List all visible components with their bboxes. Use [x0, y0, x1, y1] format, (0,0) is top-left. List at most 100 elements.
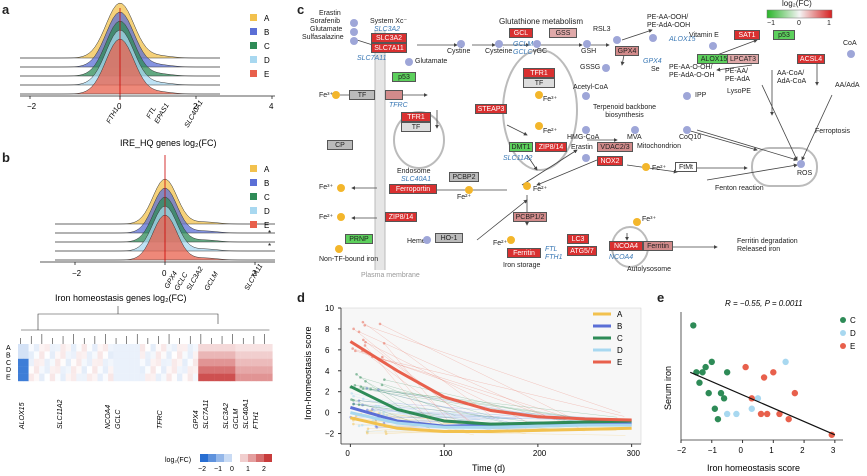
heatmap-cell — [118, 358, 125, 367]
metabolite-dot — [602, 64, 610, 72]
data-point — [384, 432, 388, 436]
heatmap-legend-swatch — [256, 454, 264, 462]
tick-label: 2 — [252, 269, 257, 278]
heatmap-cell — [39, 351, 45, 359]
scatter-point-C — [723, 369, 731, 376]
legend-label: C — [850, 316, 856, 325]
heatmap-cell — [155, 373, 162, 382]
iron-dot — [523, 182, 531, 190]
heatmap-cell — [97, 373, 103, 382]
heatmap-cell — [71, 344, 77, 352]
tick-label: 2 — [193, 102, 198, 111]
heatmap-cell — [76, 351, 82, 359]
heatmap-cell — [256, 373, 262, 382]
gene-box-ftmt: FtMt — [675, 162, 697, 172]
heatmap-cell — [171, 344, 178, 352]
heatmap-cell — [145, 351, 151, 359]
tick-label: 0 — [117, 102, 122, 111]
label-pe-aa-ooh: PE-AA-OOH/ PE-AdA-OOH — [647, 14, 691, 29]
legend-swatch — [250, 207, 257, 214]
individual-trace — [384, 379, 566, 422]
heatmap-cell — [245, 358, 252, 367]
data-point — [357, 424, 361, 428]
heatmap-gene-label: NCOA4 — [105, 405, 112, 429]
heatmap-cell — [134, 358, 141, 367]
label-ferroptosis: Ferroptosis — [815, 128, 851, 135]
heatmap-cell — [187, 344, 194, 352]
iron-dot — [332, 91, 340, 99]
tick-label: −2 — [27, 102, 37, 111]
heatmap-cell — [230, 358, 236, 367]
individual-trace — [352, 348, 579, 428]
heatmap-cell — [182, 358, 188, 367]
gene-slc3a2: SLC3A2 — [374, 26, 401, 33]
gene-alox15: ALOX15 — [669, 36, 696, 43]
individual-trace — [383, 414, 512, 419]
heatmap-cell — [118, 351, 125, 359]
tick-label: −2 — [677, 446, 687, 455]
gene-box-gpx4: GPX4 — [615, 46, 639, 56]
heatmap-cell — [155, 358, 162, 367]
data-point — [350, 392, 353, 395]
scatter-point-D — [748, 405, 755, 412]
gene-box-prnp: PRNP — [345, 234, 373, 244]
metabolite-dot — [683, 92, 691, 100]
legend-swatch — [250, 179, 257, 186]
heatmap-cell — [171, 373, 178, 382]
legend-swatch — [250, 165, 257, 172]
tick-label: 4 — [325, 367, 330, 376]
heatmap-cell — [18, 366, 24, 374]
heatmap-legend-swatch — [240, 454, 248, 462]
tick-label: 4 — [269, 102, 274, 111]
scatter-point-E — [763, 410, 771, 418]
heatmap-cell — [55, 344, 61, 352]
heatmap-cell — [129, 351, 135, 359]
box-cp: CP — [327, 140, 353, 150]
label-fe2-a: Fe²⁺ — [543, 128, 558, 135]
data-point — [351, 347, 354, 350]
heatmap-cell — [71, 351, 77, 359]
legend-swatch — [250, 221, 257, 228]
heatmap-cell — [23, 366, 29, 374]
data-point — [366, 427, 370, 431]
heatmap-cell — [129, 344, 135, 352]
heatmap-cell — [28, 366, 35, 374]
lfc-legend-title: log₂(FC) — [782, 0, 812, 8]
data-point — [354, 349, 357, 353]
heatmap-cell — [97, 358, 103, 367]
heatmap-cell — [267, 358, 273, 367]
data-point — [357, 330, 361, 334]
heatmap-cell — [81, 344, 88, 352]
heatmap-cell — [230, 344, 236, 352]
heatmap-cell — [187, 351, 194, 359]
heatmap-legend-tick: −1 — [214, 466, 222, 473]
label-iron-storage: Iron storage — [503, 262, 541, 269]
heatmap-cell — [208, 366, 215, 374]
gene-box-lpcat3: LPCAT3 — [727, 54, 759, 64]
heatmap-cell — [161, 366, 167, 374]
significance-star: * — [268, 229, 271, 238]
scatter-point-D — [733, 410, 740, 418]
individual-trace — [353, 328, 469, 422]
heatmap-cell — [55, 366, 61, 374]
heatmap-cell — [230, 366, 236, 374]
heatmap-cell — [267, 366, 273, 374]
label-nontf: Non-TF-bound iron — [319, 256, 379, 263]
heatmap-row-label: E — [6, 375, 11, 382]
heatmap-cell — [33, 373, 40, 382]
heatmap-cell — [145, 358, 151, 367]
individual-trace — [358, 404, 487, 424]
heatmap-cell — [65, 344, 72, 352]
heatmap-cell — [240, 344, 247, 352]
scatter-point-C — [699, 369, 706, 376]
gene-box-alox15: ALOX15 — [697, 54, 731, 64]
gene-slc7a11: SLC7A11 — [357, 55, 387, 62]
heatmap-cell — [187, 366, 194, 374]
heatmap-cell — [113, 366, 119, 374]
individual-trace — [356, 374, 426, 427]
heatmap-cell — [92, 366, 98, 374]
heatmap-legend-swatch — [232, 454, 240, 462]
scatter-point-C — [702, 363, 709, 371]
heatmap-cell — [219, 351, 225, 359]
